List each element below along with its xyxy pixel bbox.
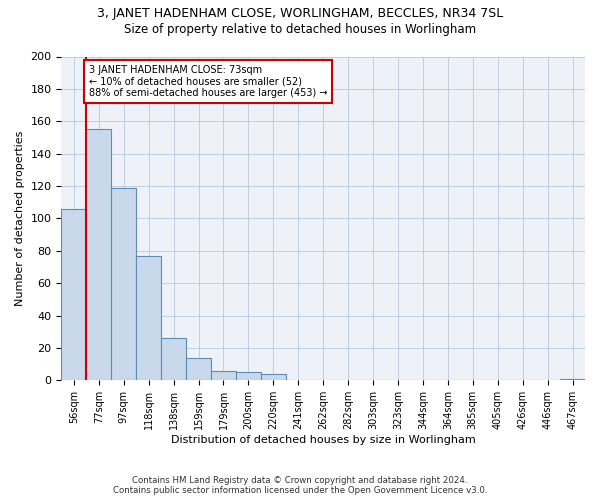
X-axis label: Distribution of detached houses by size in Worlingham: Distribution of detached houses by size …: [171, 435, 476, 445]
Bar: [236, 372, 261, 380]
Bar: [211, 370, 236, 380]
Text: Contains HM Land Registry data © Crown copyright and database right 2024.
Contai: Contains HM Land Registry data © Crown c…: [113, 476, 487, 495]
Bar: [560, 378, 585, 380]
Bar: [61, 208, 86, 380]
Bar: [136, 256, 161, 380]
Y-axis label: Number of detached properties: Number of detached properties: [15, 130, 25, 306]
Text: 3, JANET HADENHAM CLOSE, WORLINGHAM, BECCLES, NR34 7SL: 3, JANET HADENHAM CLOSE, WORLINGHAM, BEC…: [97, 8, 503, 20]
Bar: [261, 374, 286, 380]
Bar: [161, 338, 186, 380]
Bar: [86, 130, 111, 380]
Text: 3 JANET HADENHAM CLOSE: 73sqm
← 10% of detached houses are smaller (52)
88% of s: 3 JANET HADENHAM CLOSE: 73sqm ← 10% of d…: [89, 64, 328, 98]
Text: Size of property relative to detached houses in Worlingham: Size of property relative to detached ho…: [124, 22, 476, 36]
Bar: [111, 188, 136, 380]
Bar: [186, 358, 211, 380]
